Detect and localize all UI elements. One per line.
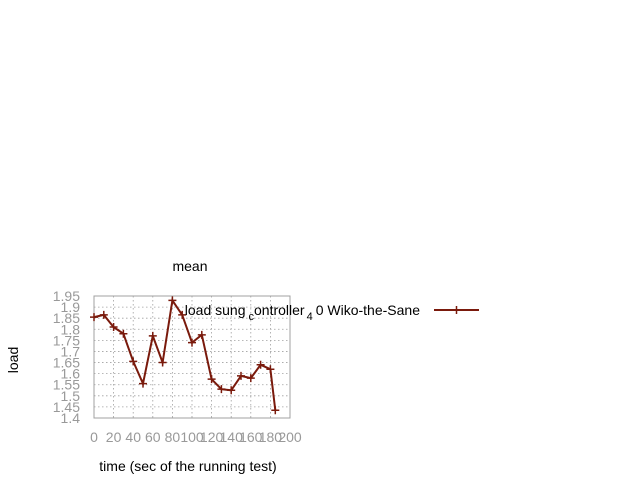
y-tick-label: 1.45 [53,399,80,415]
y-tick-label: 1.65 [53,355,80,371]
x-tick-label: 20 [106,429,122,445]
legend-label: load sung controller 4 0 Wiko-the-Sane [185,302,420,323]
data-point [237,371,245,380]
legend-label-sub2: 4 [307,311,313,323]
data-point [217,385,226,394]
plot-frame [93,295,291,419]
y-tick-label: 1.55 [53,377,80,393]
data-point [271,406,280,415]
data-point [158,358,167,367]
data-point [266,365,275,374]
x-axis-label: time (sec of the running test) [99,458,276,474]
x-tick-label: 200 [278,429,302,445]
legend-label-rest: ontroller [254,302,305,318]
y-tick-label: 1.95 [53,288,80,304]
data-point [197,330,206,339]
data-point [168,296,177,305]
x-tick-label: 140 [220,429,244,445]
x-tick-label: 80 [165,429,181,445]
x-tick-label: 100 [180,429,204,445]
x-tick-label: 60 [145,429,161,445]
data-point [148,331,157,340]
legend-label-tail: 0 Wiko-the-Sane [316,302,420,318]
y-tick-label: 1.7 [61,343,81,359]
data-point [129,357,138,366]
y-tick-label: 1.4 [61,410,81,426]
x-tick-label: 40 [125,429,141,445]
x-tick-label: 120 [200,429,224,445]
data-point [109,323,118,332]
y-tick-label: 1.75 [53,332,80,348]
legend-label-main: load sung [185,302,246,318]
data-point [246,374,255,383]
legend-label-sub: c [249,311,255,323]
y-axis-label: load [5,347,21,373]
y-tick-label: 1.8 [61,321,81,337]
data-point [90,313,98,322]
y-tick-label: 1.9 [61,299,81,315]
chart-title: mean [172,258,207,274]
data-point [256,360,265,369]
x-tick-label: 160 [239,429,263,445]
legend: load sung controller 4 0 Wiko-the-Sane [185,302,479,323]
data-point [139,379,147,388]
data-point [119,329,128,338]
series-layer [90,296,280,415]
y-tick-label: 1.85 [53,310,80,326]
data-point [99,310,108,319]
y-tick-labels: 1.41.451.51.551.61.651.71.751.81.851.91.… [53,288,80,426]
y-tick-label: 1.6 [61,366,81,382]
x-tick-label: 180 [259,429,283,445]
y-tick-label: 1.5 [61,388,81,404]
data-point [188,338,196,347]
x-tick-label: 0 [90,429,98,445]
legend-marker [452,306,461,314]
data-point [178,310,187,319]
data-point [227,386,236,395]
data-point [207,375,216,384]
